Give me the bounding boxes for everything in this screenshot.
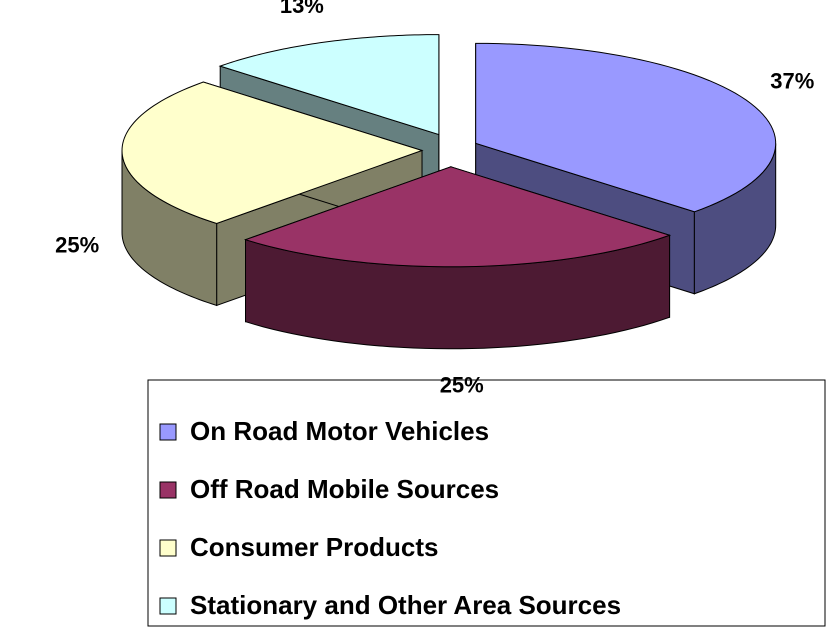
slice [243, 166, 672, 268]
legend-label: Consumer Products [190, 532, 439, 562]
legend-swatch [159, 481, 177, 499]
legend-swatch [159, 423, 177, 441]
legend-label: On Road Motor Vehicles [190, 416, 489, 446]
data-label: 13% [280, 0, 324, 18]
legend-label: Off Road Mobile Sources [190, 474, 499, 504]
data-label: 37% [770, 68, 814, 93]
data-label: 25% [55, 232, 99, 257]
legend-swatch [159, 597, 177, 615]
slice [121, 81, 424, 224]
legend-swatch [159, 539, 177, 557]
legend-label: Stationary and Other Area Sources [190, 590, 621, 620]
slice [218, 34, 440, 136]
legend-box [147, 379, 826, 627]
data-label: 25% [440, 373, 484, 398]
slice [475, 42, 777, 213]
